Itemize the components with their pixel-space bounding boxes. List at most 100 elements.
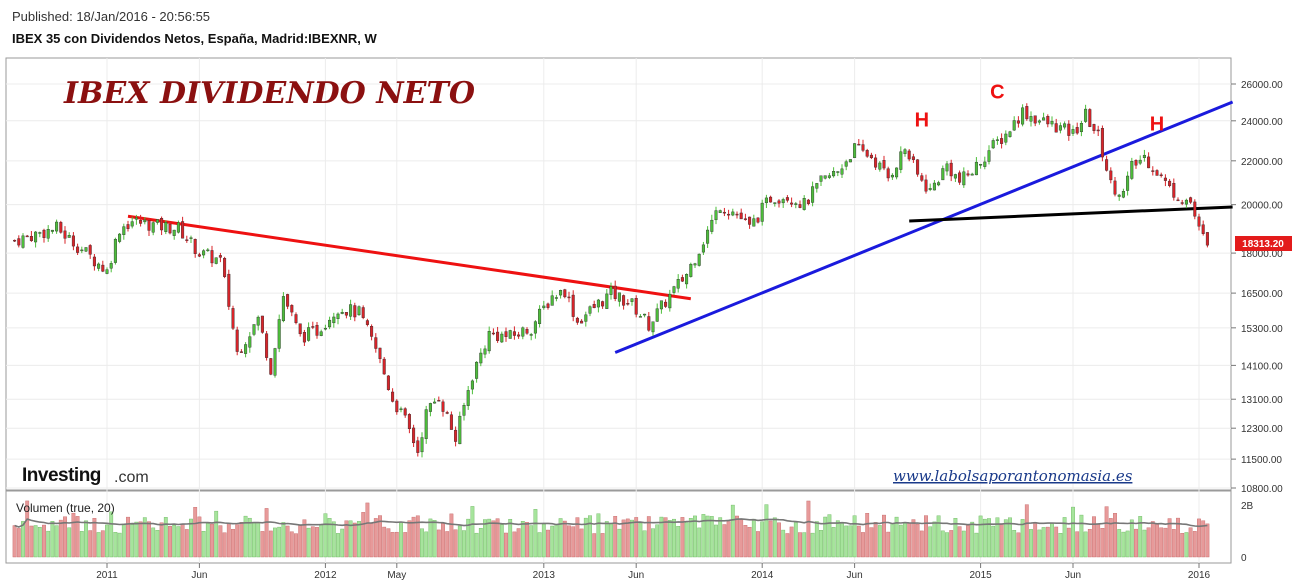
volume-bar xyxy=(617,528,622,558)
volume-bar xyxy=(688,518,693,558)
candle-body xyxy=(714,210,718,221)
candle-body xyxy=(1134,160,1138,166)
candle-body xyxy=(878,162,882,170)
volume-bar xyxy=(848,525,853,558)
volume-bar xyxy=(814,521,819,558)
candle-body xyxy=(1000,138,1004,144)
volume-bar xyxy=(1003,519,1008,558)
candle-body xyxy=(802,198,806,210)
volume-bar xyxy=(151,527,156,558)
volume-bar xyxy=(760,521,765,558)
volume-bar xyxy=(1037,529,1042,558)
candle-body xyxy=(475,361,479,379)
volume-bar xyxy=(999,523,1004,558)
candle-body xyxy=(155,219,159,223)
candle-body xyxy=(500,333,504,343)
candle-body xyxy=(853,143,857,158)
candle-body xyxy=(395,400,399,413)
candle-body xyxy=(941,168,945,181)
volume-bar xyxy=(1020,519,1025,558)
volume-bar xyxy=(1163,527,1168,558)
volume-bar xyxy=(693,515,697,558)
candle-body xyxy=(983,161,987,167)
candle-body xyxy=(252,324,256,335)
volume-bar xyxy=(634,517,639,558)
candle-body xyxy=(517,334,521,337)
volume-bar xyxy=(1045,526,1050,558)
volume-bar xyxy=(945,532,949,558)
trendlines xyxy=(127,100,1234,354)
volume-bar xyxy=(726,521,731,558)
volume-bar xyxy=(861,532,865,558)
volume-bar xyxy=(529,525,534,558)
volume-bar xyxy=(277,526,282,558)
volume-bar xyxy=(919,530,924,558)
volume-bar xyxy=(541,523,546,558)
candle-body xyxy=(571,294,575,317)
candle-body xyxy=(609,286,613,295)
volume-bar xyxy=(743,525,748,558)
volume-bar xyxy=(1155,523,1159,558)
candle-body xyxy=(25,235,29,238)
candlestick-series xyxy=(13,103,1209,458)
candle-body xyxy=(823,175,827,179)
volume-bar xyxy=(562,520,567,558)
volume-bar xyxy=(1129,519,1134,558)
volume-bar xyxy=(802,532,807,558)
candle-body xyxy=(1088,109,1092,127)
last-price-flag xyxy=(1235,236,1292,251)
volume-bar xyxy=(37,526,42,558)
volume-bar xyxy=(705,515,710,558)
candle-body xyxy=(588,306,592,314)
volume-bar xyxy=(466,518,471,558)
candle-body xyxy=(559,290,563,296)
candle-body xyxy=(554,297,558,299)
volume-bar xyxy=(441,523,445,558)
candle-body xyxy=(613,285,617,299)
volume-bar xyxy=(768,520,773,558)
candle-body xyxy=(1025,106,1029,120)
candle-body xyxy=(760,202,764,222)
candle-body xyxy=(550,295,554,306)
candle-body xyxy=(407,414,411,430)
volume-bar xyxy=(126,516,130,558)
volume-bar xyxy=(247,517,252,558)
volume-bar xyxy=(1108,518,1113,558)
volume-bar xyxy=(201,531,206,558)
volume-bar xyxy=(1016,532,1021,558)
volume-moving-average xyxy=(14,518,1208,528)
volume-bar xyxy=(558,518,563,558)
volume-bar xyxy=(957,526,962,558)
volume-bar xyxy=(1171,529,1176,558)
candle-body xyxy=(1033,115,1037,124)
volume-bar xyxy=(890,523,895,558)
candle-body xyxy=(17,238,21,246)
volume-bar xyxy=(210,523,214,558)
volume-bar xyxy=(264,508,269,558)
volume-bar xyxy=(831,527,836,558)
volume-bar xyxy=(298,525,303,558)
volume-bar xyxy=(949,530,954,558)
candle-body xyxy=(357,306,361,316)
candle-body xyxy=(739,212,743,220)
candle-body xyxy=(340,311,344,314)
volume-bar xyxy=(588,515,592,558)
candle-body xyxy=(235,329,239,352)
volume-bar xyxy=(373,518,378,558)
candle-body xyxy=(781,199,785,204)
candle-body xyxy=(38,232,42,234)
candle-body xyxy=(260,315,264,333)
candle-body xyxy=(815,183,819,189)
candle-body xyxy=(979,164,983,166)
candle-body xyxy=(533,321,537,334)
volume-bar xyxy=(1041,527,1046,558)
candle-body xyxy=(764,197,768,204)
candle-body xyxy=(176,222,180,233)
volume-bar xyxy=(281,522,286,558)
candle-body xyxy=(798,204,802,208)
volume-bar xyxy=(1008,517,1012,558)
published-timestamp: Published: 18/Jan/2016 - 20:56:55 xyxy=(12,9,211,24)
chart-title-overlay: IBEX DIVIDENDO NETO xyxy=(63,76,475,111)
volume-bar xyxy=(1201,520,1206,558)
volume-bar xyxy=(445,531,450,558)
